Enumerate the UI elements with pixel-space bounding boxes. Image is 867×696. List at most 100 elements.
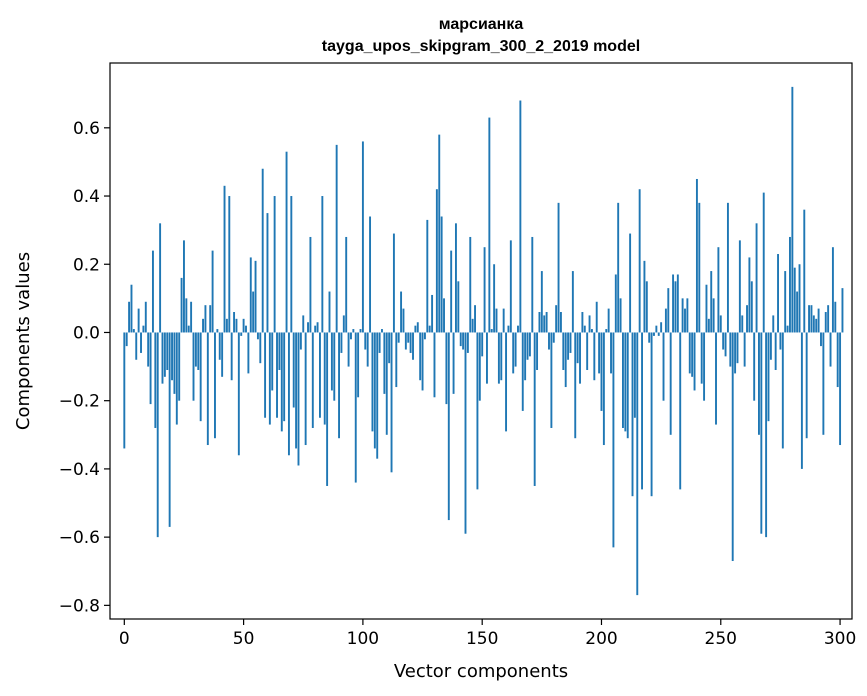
bar [392,233,395,333]
bar [693,332,696,391]
bar [240,332,243,336]
bar [319,332,321,418]
bar [295,332,298,449]
bar [252,291,255,333]
bar [304,332,307,446]
bar [163,332,166,377]
bar [691,332,694,377]
bar [254,260,257,333]
bar [626,332,629,439]
bar [211,250,214,333]
bar [808,305,811,333]
bar [564,332,567,388]
bar [462,332,465,350]
bar [187,325,190,333]
bar [151,250,154,333]
bar [674,281,677,333]
bar [550,332,553,428]
bar [352,329,355,333]
bar [595,301,598,333]
bar [428,325,431,333]
bar [276,332,278,418]
bar [672,274,675,333]
bar [180,277,183,333]
bar [443,298,445,333]
bar [841,288,844,333]
bar [509,240,512,333]
bar [478,332,481,401]
bar [302,315,305,333]
bar [679,332,682,490]
bar [194,332,197,367]
bar [159,223,162,333]
bar-series [123,86,844,596]
bar [569,332,572,353]
bar [123,332,126,449]
chart-title-line-1: марсианка [439,16,524,33]
bar [435,189,438,333]
bar [342,315,345,333]
bar [354,332,357,483]
bar [791,86,794,333]
bar [400,291,403,333]
plot-area-frame [109,62,853,620]
bar [249,257,252,333]
bar [161,332,164,384]
bar [185,298,188,333]
bar [559,312,562,333]
bar [500,332,503,381]
bar [641,332,643,490]
bar [125,332,128,347]
bar [390,332,393,473]
bar [834,301,837,333]
bar [469,236,472,333]
bar [631,332,634,497]
bar [407,332,410,343]
y-axis-label: Components values [13,252,34,430]
bar [488,117,491,333]
bar [612,332,615,548]
bar [638,189,641,333]
bar [445,332,448,405]
bar [624,332,627,432]
bar [419,332,422,381]
bar [574,332,577,439]
bar [369,216,372,333]
bar [426,219,429,333]
bar [366,332,369,367]
bar [264,332,267,418]
bar [753,332,756,401]
bar [340,332,343,353]
bar [796,291,799,333]
x-tick-label: 100 [347,629,379,649]
bar [588,315,591,333]
bar [199,332,202,422]
bar [216,329,219,333]
bar [361,141,364,333]
bar [173,332,176,394]
bar [283,332,286,422]
bar [171,332,173,381]
bar [743,332,746,367]
bar [798,264,801,333]
bar [388,332,391,364]
bar [602,332,605,446]
bar [135,332,138,360]
bar [335,144,338,333]
bar [703,332,706,401]
bar [593,332,596,381]
bar [605,329,608,333]
bar [268,332,271,425]
y-tick-label: −0.4 [59,460,100,480]
bar [433,332,436,398]
bar [614,274,617,333]
bar [178,332,181,401]
bar [259,332,262,364]
bar [524,332,527,381]
bar [452,332,455,394]
bar [144,301,147,333]
bar [669,332,672,435]
bar [149,332,152,405]
bar [667,288,670,333]
y-tick-label: 0.2 [73,255,100,275]
